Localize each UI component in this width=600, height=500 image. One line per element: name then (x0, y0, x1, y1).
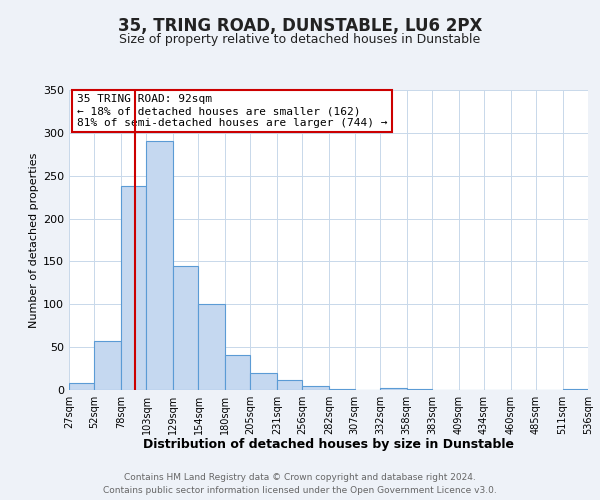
Text: 35, TRING ROAD, DUNSTABLE, LU6 2PX: 35, TRING ROAD, DUNSTABLE, LU6 2PX (118, 18, 482, 36)
Bar (302, 386, 329, 390)
Bar (250, 373, 277, 390)
Text: Contains HM Land Registry data © Crown copyright and database right 2024.: Contains HM Land Registry data © Crown c… (124, 474, 476, 482)
Bar (146, 142, 173, 390)
Bar (407, 389, 432, 390)
Bar (199, 304, 225, 390)
Text: 35 TRING ROAD: 92sqm
← 18% of detached houses are smaller (162)
81% of semi-deta: 35 TRING ROAD: 92sqm ← 18% of detached h… (77, 94, 387, 128)
Bar (121, 186, 146, 390)
Bar (563, 389, 588, 390)
Bar (94, 341, 121, 390)
Bar (380, 388, 407, 390)
Bar (173, 266, 199, 390)
Bar (329, 389, 355, 390)
Bar (225, 355, 250, 390)
Y-axis label: Number of detached properties: Number of detached properties (29, 152, 39, 328)
Bar (69, 383, 94, 390)
Text: Contains public sector information licensed under the Open Government Licence v3: Contains public sector information licen… (103, 486, 497, 495)
Text: Size of property relative to detached houses in Dunstable: Size of property relative to detached ho… (119, 32, 481, 46)
Bar (277, 380, 302, 390)
X-axis label: Distribution of detached houses by size in Dunstable: Distribution of detached houses by size … (143, 438, 514, 452)
